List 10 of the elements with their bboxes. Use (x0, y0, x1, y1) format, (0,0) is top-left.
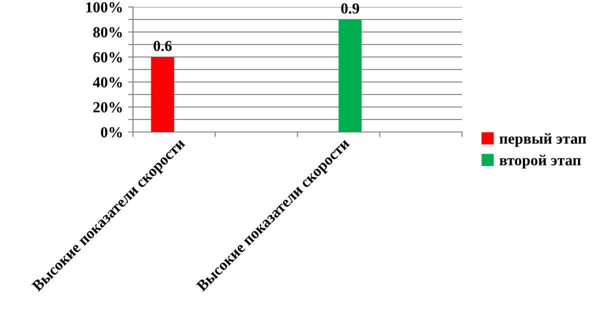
y-tick-label: 60% (93, 52, 122, 62)
data-label: 0.9 (341, 3, 360, 14)
y-tick-label: 40% (92, 77, 122, 88)
legend-label: первый этап (500, 133, 586, 147)
y-tick-label: 80% (93, 27, 122, 38)
y-tick-label: 100% (86, 2, 122, 12)
data-label: 0.6 (154, 40, 172, 52)
y-tick-label: 0% (100, 127, 122, 138)
y-tick-label: 20% (93, 102, 122, 112)
legend-label: второй этап (500, 154, 581, 169)
